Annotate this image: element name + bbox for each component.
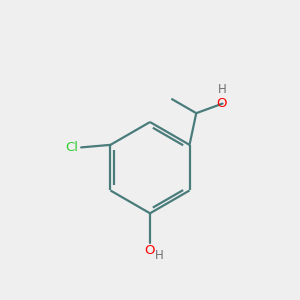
Text: O: O: [216, 97, 226, 110]
Text: Cl: Cl: [65, 141, 78, 154]
Text: O: O: [145, 244, 155, 257]
Text: H: H: [218, 83, 227, 96]
Text: H: H: [155, 249, 164, 262]
